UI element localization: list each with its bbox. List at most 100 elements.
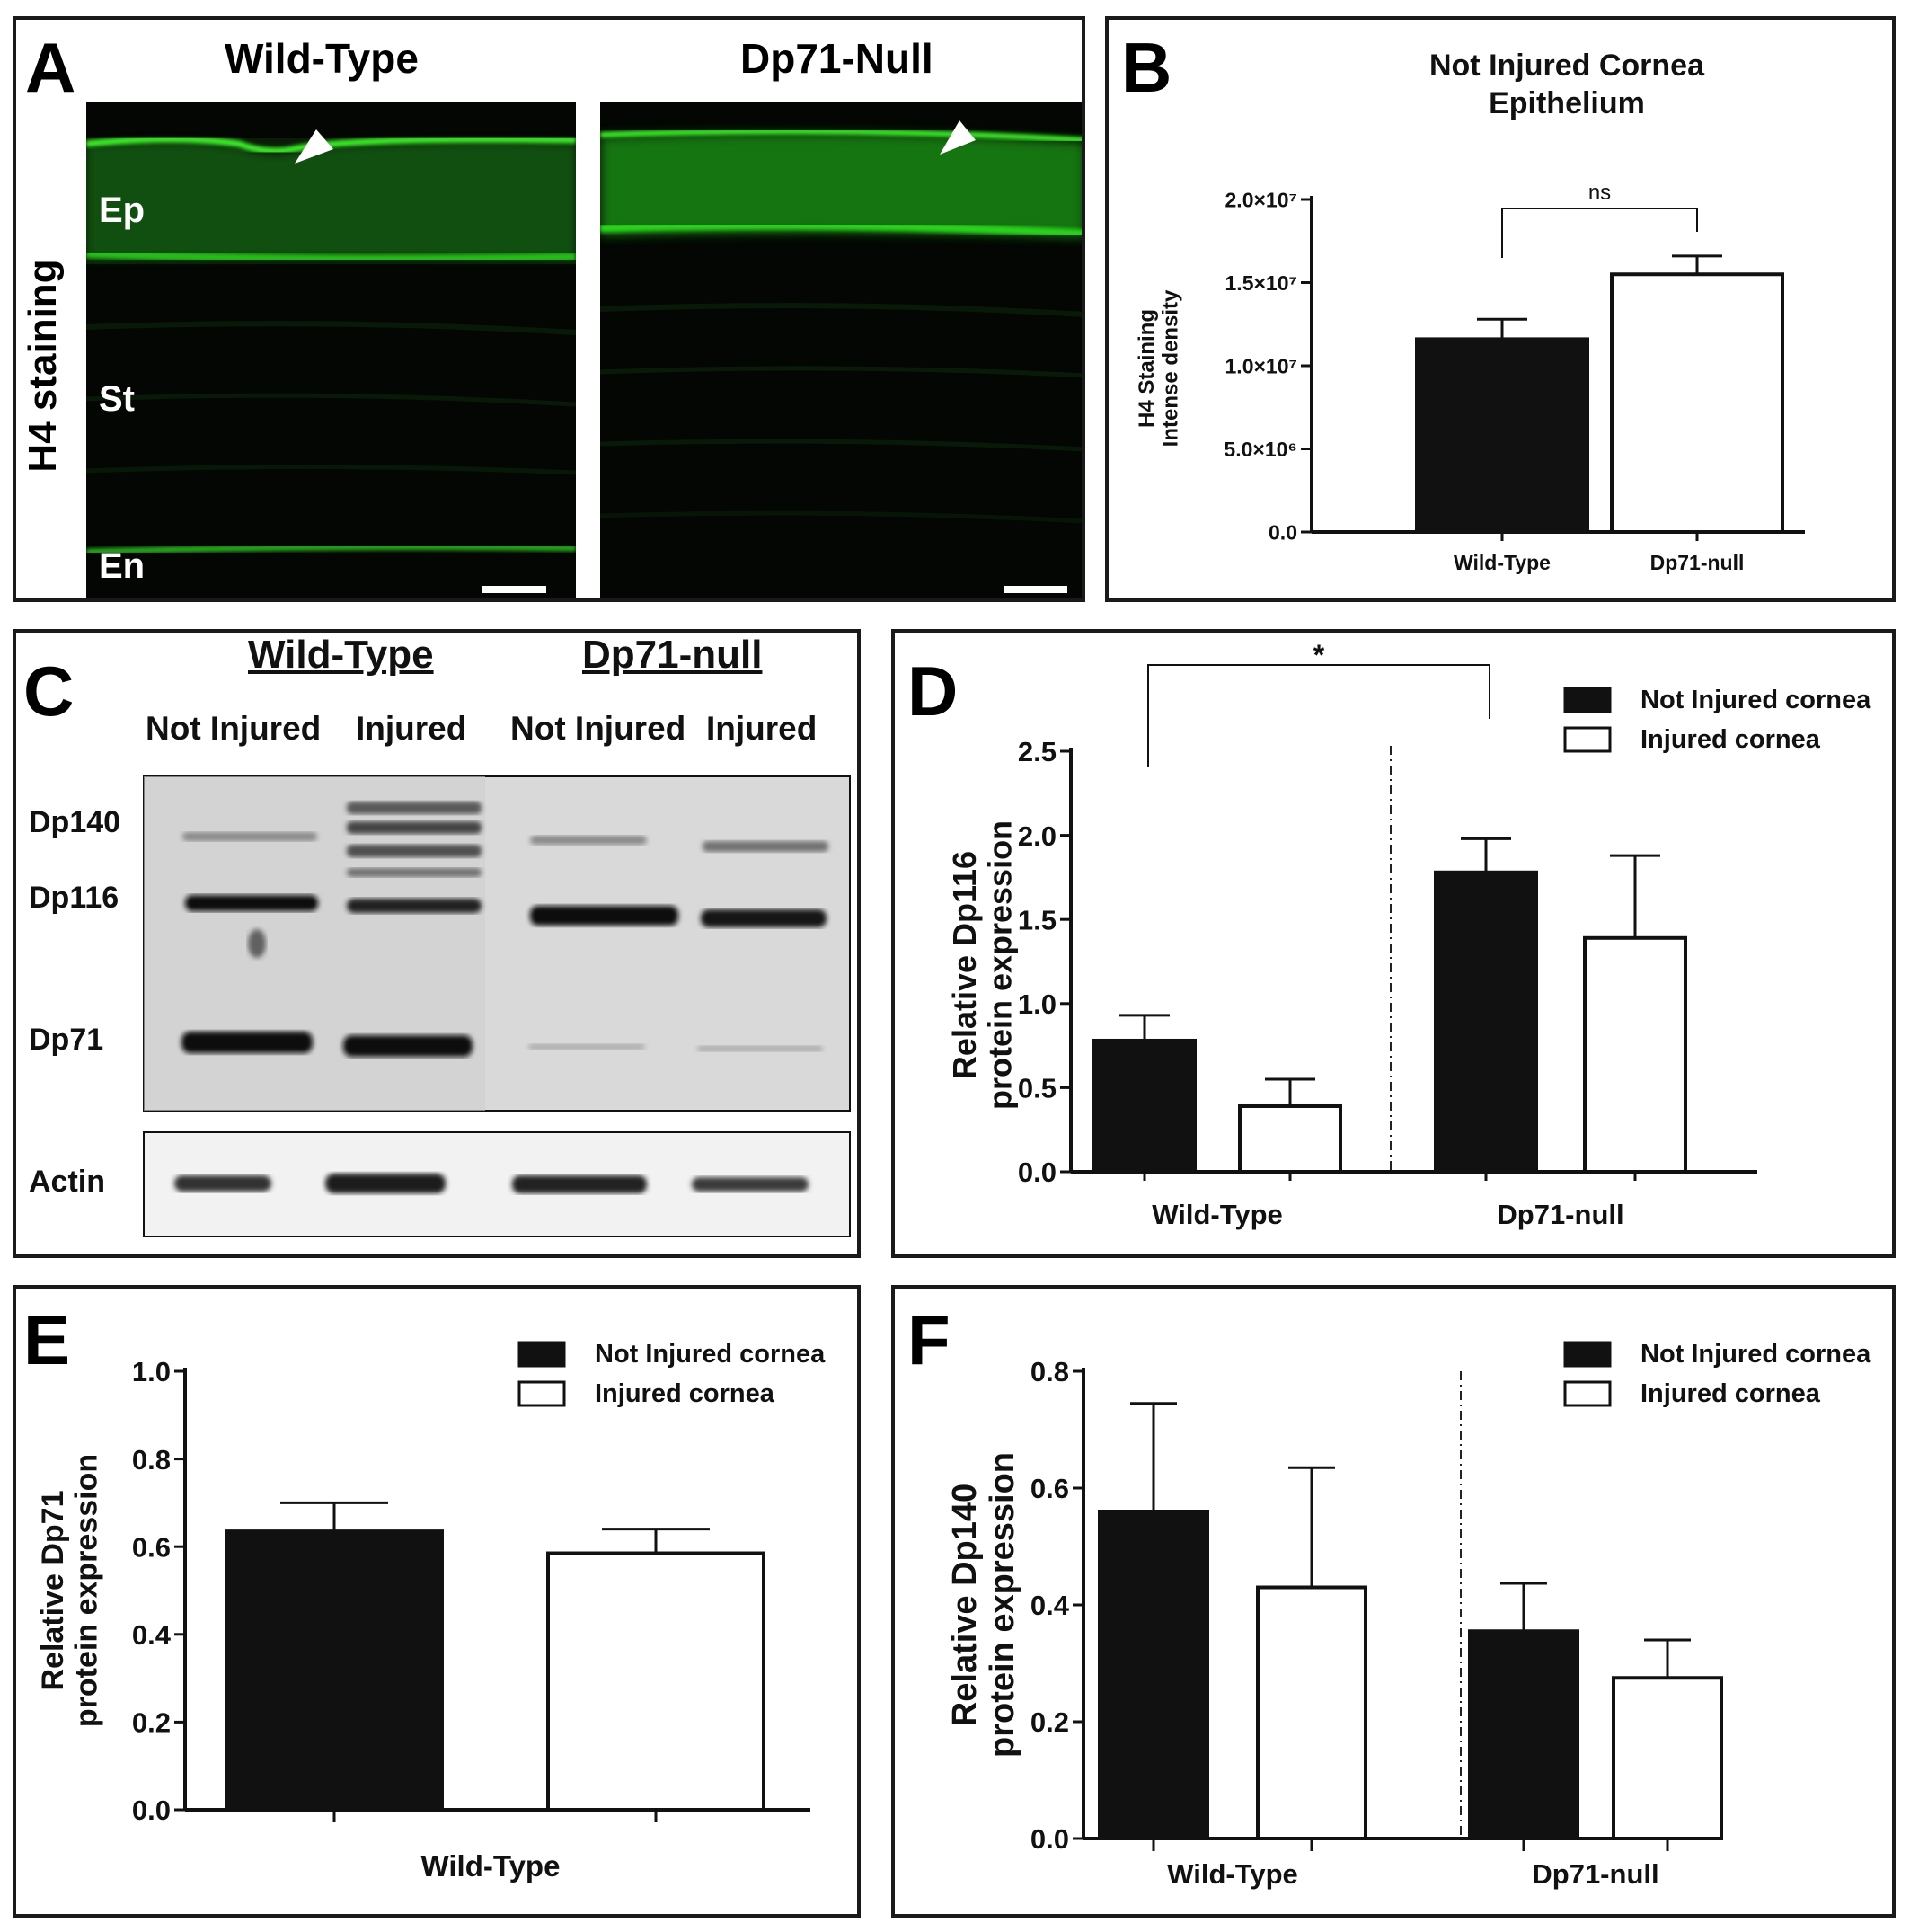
panel-e-chart: 0.0 0.2 0.4 0.6 0.8 1.0 Relative Dp71 protein e…	[36, 1340, 826, 1883]
chart-e-ytick-label: 0.0	[132, 1795, 171, 1826]
chart-b-ytick-label: 1.5×10⁷	[1225, 271, 1297, 295]
panel-a: A Wild-Type Dp71-Null H4 staining Ep St …	[13, 16, 1085, 602]
legend-label-1: Injured cornea	[1640, 1379, 1821, 1408]
chart-d-ytick-label: 2.0	[1018, 820, 1057, 852]
legend-label-0: Not Injured cornea	[1640, 686, 1871, 714]
layer-label-en: En	[99, 546, 146, 586]
chart-e-bar	[225, 1529, 444, 1812]
chart-e-ylabel-line-0: Relative Dp71	[36, 1491, 70, 1691]
chart-d-sig-bracket	[1147, 664, 1490, 767]
chart-b-bar-0	[1415, 337, 1589, 534]
panel-c-letter: C	[23, 651, 75, 731]
chart-d-bar	[1583, 935, 1687, 1174]
lane-label-2: Injured	[356, 710, 467, 747]
band-label-dp116: Dp116	[29, 881, 119, 915]
micrograph-dp71null	[600, 102, 1082, 598]
chart-e-ytick-label: 0.4	[132, 1619, 172, 1651]
chart-e-ytick-label: 0.2	[132, 1707, 171, 1739]
legend-label-1: Injured cornea	[595, 1379, 775, 1408]
panel-d: D 0.0 0.5 1.0 1.5 2.0 2.5 Relative Dp116 protei…	[891, 629, 1896, 1258]
panel-f: F 0.0 0.2 0.4 0.6 0.8 Relative Dp140 protein e…	[891, 1285, 1896, 1918]
layer-label-st: St	[99, 379, 135, 419]
scale-bar	[482, 586, 546, 593]
chart-e-group-label: Wild-Type	[421, 1849, 561, 1883]
wb-header-wildtype: Wild-Type	[248, 633, 434, 677]
chart-f-ylabel-line-1: protein expression	[984, 1452, 1021, 1758]
panel-d-chart: 0.0 0.5 1.0 1.5 2.0 2.5 Relative Dp116protein …	[946, 639, 1871, 1230]
arrowhead-icon	[295, 129, 333, 164]
legend-swatch-0	[1563, 687, 1612, 713]
chart-f-ytick-label: 0.6	[1030, 1473, 1069, 1504]
band-label-actin: Actin	[29, 1165, 105, 1199]
chart-d-ytick-label: 0.0	[1018, 1157, 1057, 1188]
chart-d-bar	[1092, 1038, 1197, 1174]
chart-f-ytick-label: 0.0	[1030, 1823, 1069, 1855]
chart-f-ylabel-line-0: Relative Dp140	[946, 1484, 984, 1726]
panel-a-side-label: H4 staining	[21, 259, 65, 473]
legend-label-0: Not Injured cornea	[1640, 1340, 1871, 1369]
chart-b-ytick-label: 1.0×10⁷	[1225, 354, 1297, 377]
chart-b-xtick-label: Wild-Type	[1454, 551, 1551, 574]
chart-f-ytick-label: 0.8	[1030, 1356, 1069, 1387]
chart-d-bar	[1434, 870, 1538, 1174]
chart-d-group-label: Wild-Type	[1152, 1199, 1283, 1230]
chart-d-ylabel-line-0: Relative Dp116	[946, 851, 983, 1079]
lane-label-3: Not Injured	[510, 710, 686, 747]
chart-e-bar	[546, 1551, 765, 1812]
chart-b-ytick-label: 2.0×10⁷	[1225, 188, 1297, 211]
lane-label-4: Injured	[706, 710, 818, 747]
legend-swatch-1	[1563, 726, 1612, 753]
chart-d-ytick-label: 0.5	[1018, 1073, 1057, 1104]
legend-swatch-0	[517, 1341, 566, 1368]
chart-e-ytick-label: 1.0	[132, 1356, 171, 1387]
chart-f-ytick-label: 0.4	[1030, 1590, 1070, 1621]
panel-d-letter: D	[907, 651, 959, 731]
chart-f-bar	[1612, 1676, 1723, 1840]
panel-f-chart: 0.0 0.2 0.4 0.6 0.8 Relative Dp140 protein exp…	[946, 1340, 1871, 1890]
chart-b-bar-1	[1610, 272, 1784, 534]
chart-d-ytick-label: 2.5	[1018, 736, 1057, 767]
chart-f-ytick-label: 0.2	[1030, 1706, 1069, 1738]
wb-header-dp71null: Dp71-null	[582, 633, 763, 677]
chart-f-group-label: Wild-Type	[1167, 1858, 1298, 1890]
micrograph-dp71null-image	[600, 102, 1082, 598]
micrograph-wildtype: Ep St En	[86, 102, 576, 598]
panel-b-letter: B	[1121, 28, 1172, 107]
legend-swatch-1	[1563, 1380, 1612, 1407]
panel-a-letter: A	[25, 28, 76, 107]
panel-a-header-dp71null: Dp71-Null	[740, 35, 933, 82]
chart-b-title-line-0: Not Injured Cornea	[1429, 49, 1705, 83]
layer-label-ep: Ep	[99, 191, 146, 230]
panel-c: C Wild-Type Dp71-null Not Injured Injure…	[13, 629, 861, 1258]
chart-e-ytick-label: 0.6	[132, 1531, 171, 1563]
chart-b-ylabel-line-1: Intense density	[1158, 289, 1182, 447]
chart-d-ylabel-line-1: protein expression	[982, 820, 1019, 1110]
chart-b-ytick-label: 5.0×10⁶	[1224, 438, 1297, 461]
chart-e-ylabel-line-1: protein expression	[69, 1454, 103, 1727]
band-label-dp71: Dp71	[29, 1023, 104, 1057]
chart-b-ylabel-line-0: H4 Staining	[1135, 309, 1159, 428]
chart-b-title-line-1: Epithelium	[1489, 86, 1645, 120]
chart-d-sig-label: *	[1313, 639, 1325, 671]
legend-label-0: Not Injured cornea	[595, 1340, 826, 1369]
chart-b-ytick-label: 0.0	[1269, 520, 1297, 544]
chart-d-ytick-label: 1.0	[1018, 988, 1057, 1020]
chart-b-sig-bracket	[1501, 208, 1698, 258]
panel-a-header-wildtype: Wild-Type	[225, 35, 419, 82]
chart-b-xtick-label: Dp71-null	[1650, 551, 1745, 574]
legend-label-1: Injured cornea	[1640, 725, 1821, 754]
scale-bar	[1004, 586, 1067, 593]
lane-label-1: Not Injured	[146, 710, 322, 747]
chart-f-bar	[1098, 1510, 1209, 1840]
chart-d-group-label: Dp71-null	[1497, 1199, 1623, 1230]
panel-f-letter: F	[907, 1300, 951, 1379]
chart-b-sig-label: ns	[1588, 181, 1611, 205]
legend-swatch-1	[517, 1380, 566, 1407]
chart-d-ytick-label: 1.5	[1018, 904, 1057, 935]
arrowhead-icon	[940, 120, 976, 155]
chart-f-bar	[1468, 1629, 1579, 1840]
band-label-dp140: Dp140	[29, 805, 121, 839]
chart-e-ytick-label: 0.8	[132, 1444, 171, 1476]
chart-d-bar	[1238, 1103, 1342, 1174]
